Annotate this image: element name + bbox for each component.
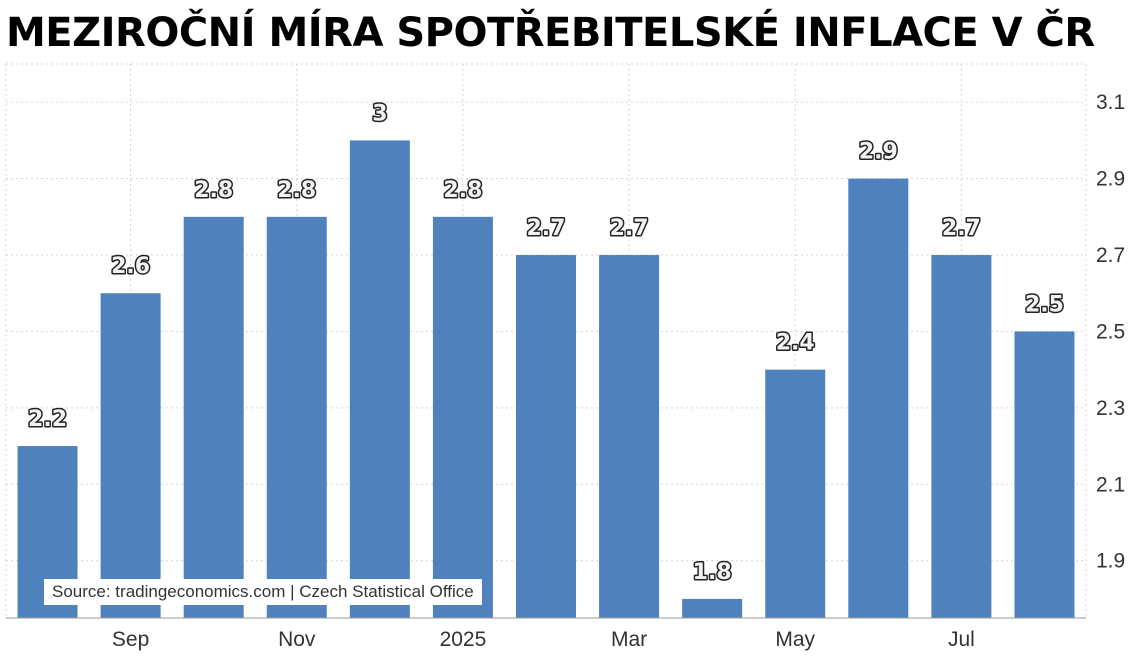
- x-tick-label: Sep: [112, 628, 149, 651]
- data-label: 2.8: [194, 178, 233, 203]
- y-tick-label: 2.9: [1096, 168, 1125, 191]
- data-label: 2.5: [1025, 292, 1064, 317]
- axes: 1.9 2.1 2.3 2.5 2.7 2.9 3.1 Sep Nov 2025 Mar May Jul: [6, 91, 1125, 651]
- bar: [516, 255, 576, 618]
- bar: [765, 369, 826, 618]
- bar: [100, 293, 161, 618]
- source-note: Source: tradingeconomics.com | Czech Sta…: [44, 579, 482, 605]
- data-label: 2.7: [942, 216, 981, 241]
- data-label: 3: [372, 101, 387, 126]
- data-label: 2.6: [111, 254, 150, 279]
- bar: [1014, 331, 1075, 618]
- data-label: 2.2: [28, 407, 67, 432]
- bar: [931, 255, 992, 618]
- y-tick-label: 3.1: [1096, 91, 1125, 114]
- x-tick-label: May: [775, 628, 815, 651]
- bar: [599, 255, 660, 618]
- chart-title: MEZIROČNÍ MÍRA SPOTŘEBITELSKÉ INFLACE V …: [6, 10, 1095, 56]
- bar: [682, 598, 743, 618]
- y-tick-label: 2.7: [1096, 244, 1125, 267]
- bar: [183, 216, 244, 619]
- bar: [349, 140, 410, 618]
- data-label: 2.4: [776, 331, 815, 356]
- x-tick-label: Jul: [948, 628, 975, 651]
- data-label: 2.7: [527, 216, 566, 241]
- data-label: 2.8: [277, 178, 316, 203]
- bar: [266, 216, 327, 619]
- bar: [432, 216, 493, 619]
- y-tick-label: 2.1: [1096, 473, 1125, 496]
- x-tick-label: Mar: [611, 628, 647, 651]
- y-tick-label: 2.3: [1096, 397, 1125, 420]
- x-tick-label: Nov: [278, 628, 316, 651]
- data-label: 2.9: [859, 140, 898, 165]
- data-labels: 2.2 2.6 2.8 2.8 3 2.8 2.7 2.7 1.8 2.4 2.9 2.7 2.5: [27, 100, 1066, 586]
- bars: [17, 140, 1075, 619]
- x-tick-label: 2025: [440, 628, 487, 651]
- data-label: 2.8: [443, 178, 482, 203]
- bar: [848, 178, 909, 618]
- data-label: 1.8: [693, 560, 732, 585]
- y-tick-label: 1.9: [1096, 550, 1125, 573]
- y-tick-label: 2.5: [1096, 320, 1125, 343]
- data-label: 2.7: [610, 216, 649, 241]
